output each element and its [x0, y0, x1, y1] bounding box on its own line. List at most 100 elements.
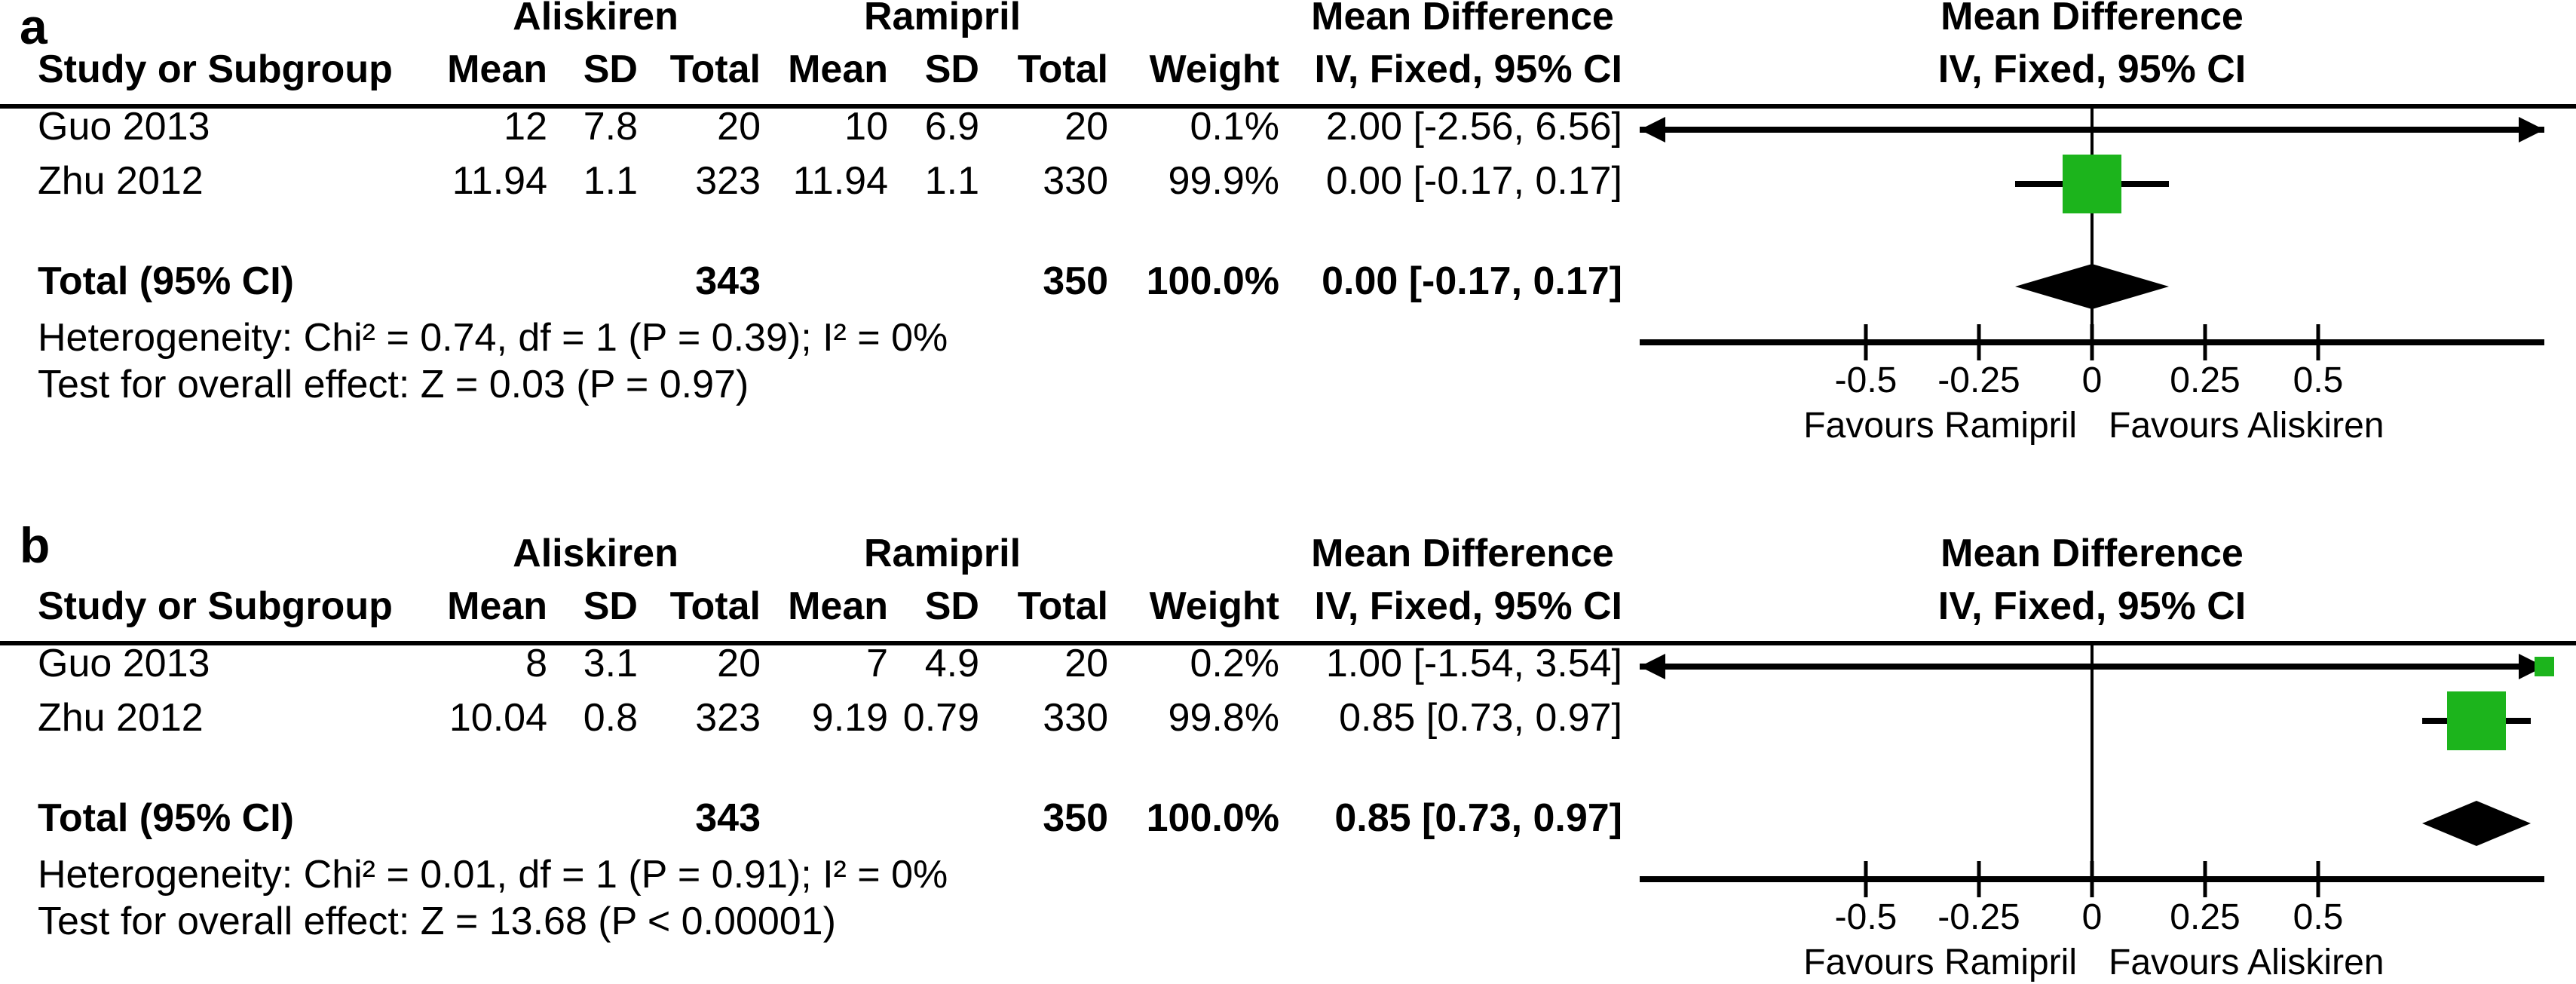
col-header-mean-t: Mean — [447, 48, 547, 91]
axis-tick-label: -0.5 — [1835, 897, 1898, 937]
study-mean-c: 7 — [866, 642, 888, 685]
total-ci: 0.85 [0.73, 0.97] — [1334, 796, 1622, 840]
study-total-c: 20 — [1064, 642, 1108, 685]
effect-square — [2447, 691, 2506, 750]
study-name: Guo 2013 — [38, 105, 210, 149]
header-rule — [0, 641, 2576, 645]
study-mean-t: 11.94 — [452, 159, 547, 203]
axis-tick-label: 0 — [2082, 897, 2103, 937]
plot-title: Mean Difference — [1940, 532, 2244, 575]
forest-plot-b: -0.5 -0.25 0 0.25 0.5 Favours Ramipril Favours… — [1640, 641, 2554, 982]
arrow-left-icon — [1640, 654, 1665, 679]
total-weight: 100.0% — [1146, 796, 1279, 840]
study-sd-t: 3.1 — [583, 642, 638, 685]
col-header-weight: Weight — [1149, 48, 1279, 91]
arrow-left-icon — [1640, 117, 1665, 143]
study-sd-c: 0.79 — [902, 696, 979, 740]
total-diamond — [2422, 801, 2531, 846]
effect-square — [2063, 155, 2121, 213]
study-weight: 0.1% — [1190, 105, 1279, 149]
favours-right-label: Favours Aliskiren — [2109, 406, 2384, 446]
overall-effect-text: Test for overall effect: Z = 13.68 (P < … — [38, 900, 836, 943]
total-n-t: 343 — [695, 796, 761, 840]
favours-left-label: Favours Ramipril — [1803, 943, 2077, 982]
favours-right-label: Favours Aliskiren — [2109, 943, 2384, 982]
study-weight: 99.9% — [1168, 159, 1279, 203]
col-header-weight: Weight — [1149, 584, 1279, 628]
study-sd-t: 0.8 — [583, 696, 638, 740]
col-header-sd-c: SD — [924, 584, 979, 628]
header-rule — [0, 104, 2576, 109]
study-sd-c: 6.9 — [924, 105, 979, 149]
study-total-c: 330 — [1043, 696, 1108, 740]
plot-title: Mean Difference — [1940, 0, 2244, 38]
total-weight: 100.0% — [1146, 259, 1279, 303]
axis-tick-label: -0.25 — [1937, 897, 2020, 937]
arrow-right-icon — [2519, 654, 2544, 679]
study-sd-t: 7.8 — [583, 105, 638, 149]
axis-tick-label: 0.5 — [2293, 897, 2344, 937]
col-header-total-c: Total — [1017, 48, 1108, 91]
group2-header: Ramipril — [863, 0, 1022, 38]
md-column-title: Mean Difference — [1311, 0, 1614, 38]
study-sd-c: 4.9 — [924, 642, 979, 685]
group1-header: Aliskiren — [513, 532, 678, 575]
heterogeneity-text: Heterogeneity: Chi² = 0.01, df = 1 (P = … — [38, 853, 948, 897]
group2-header: Ramipril — [863, 532, 1022, 575]
col-header-mean-c: Mean — [788, 48, 888, 91]
col-header-ci: IV, Fixed, 95% CI — [1314, 584, 1622, 628]
md-column-title: Mean Difference — [1311, 532, 1614, 575]
study-mean-c: 9.19 — [811, 696, 888, 740]
study-mean-t: 8 — [525, 642, 547, 685]
study-total-c: 20 — [1064, 105, 1108, 149]
study-name: Zhu 2012 — [38, 159, 204, 203]
axis-tick-label: -0.5 — [1835, 360, 1898, 400]
study-weight: 99.8% — [1168, 696, 1279, 740]
total-label: Total (95% CI) — [38, 796, 294, 840]
axis-tick-label: 0 — [2082, 360, 2103, 400]
overall-effect-text: Test for overall effect: Z = 0.03 (P = 0… — [38, 363, 749, 406]
study-ci: 0.00 [-0.17, 0.17] — [1325, 159, 1622, 203]
col-header-mean-c: Mean — [788, 584, 888, 628]
study-ci: 1.00 [-1.54, 3.54] — [1325, 642, 1622, 685]
favours-left-label: Favours Ramipril — [1803, 406, 2077, 446]
total-n-t: 343 — [695, 259, 761, 303]
col-header-total-c: Total — [1017, 584, 1108, 628]
forest-plot-a: -0.5 -0.25 0 0.25 0.5 Favours Ramipril Favours… — [1640, 104, 2544, 446]
col-header-ci: IV, Fixed, 95% CI — [1314, 48, 1622, 91]
study-total-t: 323 — [695, 159, 761, 203]
study-ci: 0.85 [0.73, 0.97] — [1339, 696, 1622, 740]
study-weight: 0.2% — [1190, 642, 1279, 685]
plot-subtitle: IV, Fixed, 95% CI — [1937, 48, 2247, 91]
study-sd-c: 1.1 — [924, 159, 979, 203]
study-total-c: 330 — [1043, 159, 1108, 203]
group1-header: Aliskiren — [513, 0, 678, 38]
study-total-t: 20 — [717, 642, 761, 685]
panel-a-label: a — [20, 0, 47, 54]
total-diamond — [2015, 264, 2169, 309]
arrow-right-icon — [2519, 117, 2544, 143]
study-total-t: 323 — [695, 696, 761, 740]
col-header-total-t: Total — [669, 584, 761, 628]
total-n-c: 350 — [1043, 259, 1108, 303]
study-mean-t: 10.04 — [449, 696, 547, 740]
study-sd-t: 1.1 — [583, 159, 638, 203]
col-header-mean-t: Mean — [447, 584, 547, 628]
col-header-study: Study or Subgroup — [38, 584, 393, 628]
panel-a: a Aliskiren Ramipril Mean Difference Mea… — [0, 0, 2576, 452]
study-mean-t: 12 — [504, 105, 547, 149]
col-header-study: Study or Subgroup — [38, 48, 393, 91]
axis-tick-label: 0.25 — [2170, 360, 2240, 400]
axis-tick-label: -0.25 — [1937, 360, 2020, 400]
plot-subtitle: IV, Fixed, 95% CI — [1937, 584, 2247, 628]
panel-b-label: b — [20, 517, 51, 573]
study-name: Zhu 2012 — [38, 696, 204, 740]
study-mean-c: 11.94 — [792, 159, 888, 203]
study-ci: 2.00 [-2.56, 6.56] — [1325, 105, 1622, 149]
axis-tick-label: 0.25 — [2170, 897, 2240, 937]
axis-tick-label: 0.5 — [2293, 360, 2344, 400]
total-ci: 0.00 [-0.17, 0.17] — [1322, 259, 1622, 303]
total-label: Total (95% CI) — [38, 259, 294, 303]
effect-square — [2535, 657, 2554, 676]
